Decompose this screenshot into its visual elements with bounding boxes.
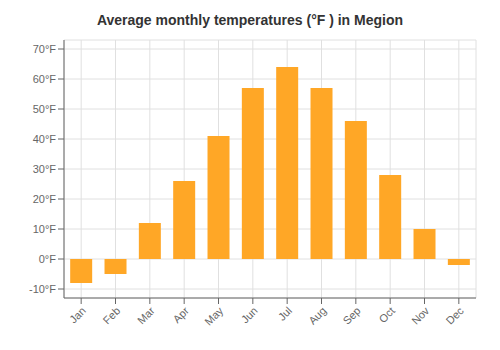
html-text:Average monthly temperatures (: Average monthly temperatures (°F ) in Me… bbox=[96, 12, 404, 28]
svg-text:Sep: Sep bbox=[340, 304, 362, 326]
svg-text:Jul: Jul bbox=[276, 304, 294, 322]
svg-text:May: May bbox=[202, 304, 226, 328]
svg-text:Mar: Mar bbox=[135, 304, 157, 326]
svg-text:10°F: 10°F bbox=[33, 223, 57, 235]
svg-text:Jun: Jun bbox=[239, 304, 260, 325]
svg-text:-10°F: -10°F bbox=[29, 283, 56, 295]
svg-text:40°F: 40°F bbox=[33, 133, 57, 145]
svg-text:Jan: Jan bbox=[67, 304, 88, 325]
svg-text:Apr: Apr bbox=[171, 304, 192, 325]
svg-text:Oct: Oct bbox=[377, 304, 398, 325]
svg-text:Feb: Feb bbox=[101, 304, 123, 326]
svg-text:70°F: 70°F bbox=[33, 43, 57, 55]
svg-text:0°F: 0°F bbox=[39, 253, 57, 265]
svg-text:Aug: Aug bbox=[306, 304, 328, 326]
svg-text:60°F: 60°F bbox=[33, 73, 57, 85]
svg-text:30°F: 30°F bbox=[33, 163, 57, 175]
svg-text:Dec: Dec bbox=[443, 304, 466, 327]
svg-text:Nov: Nov bbox=[409, 304, 432, 327]
svg-text:20°F: 20°F bbox=[33, 193, 57, 205]
svg-text:50°F: 50°F bbox=[33, 103, 57, 115]
